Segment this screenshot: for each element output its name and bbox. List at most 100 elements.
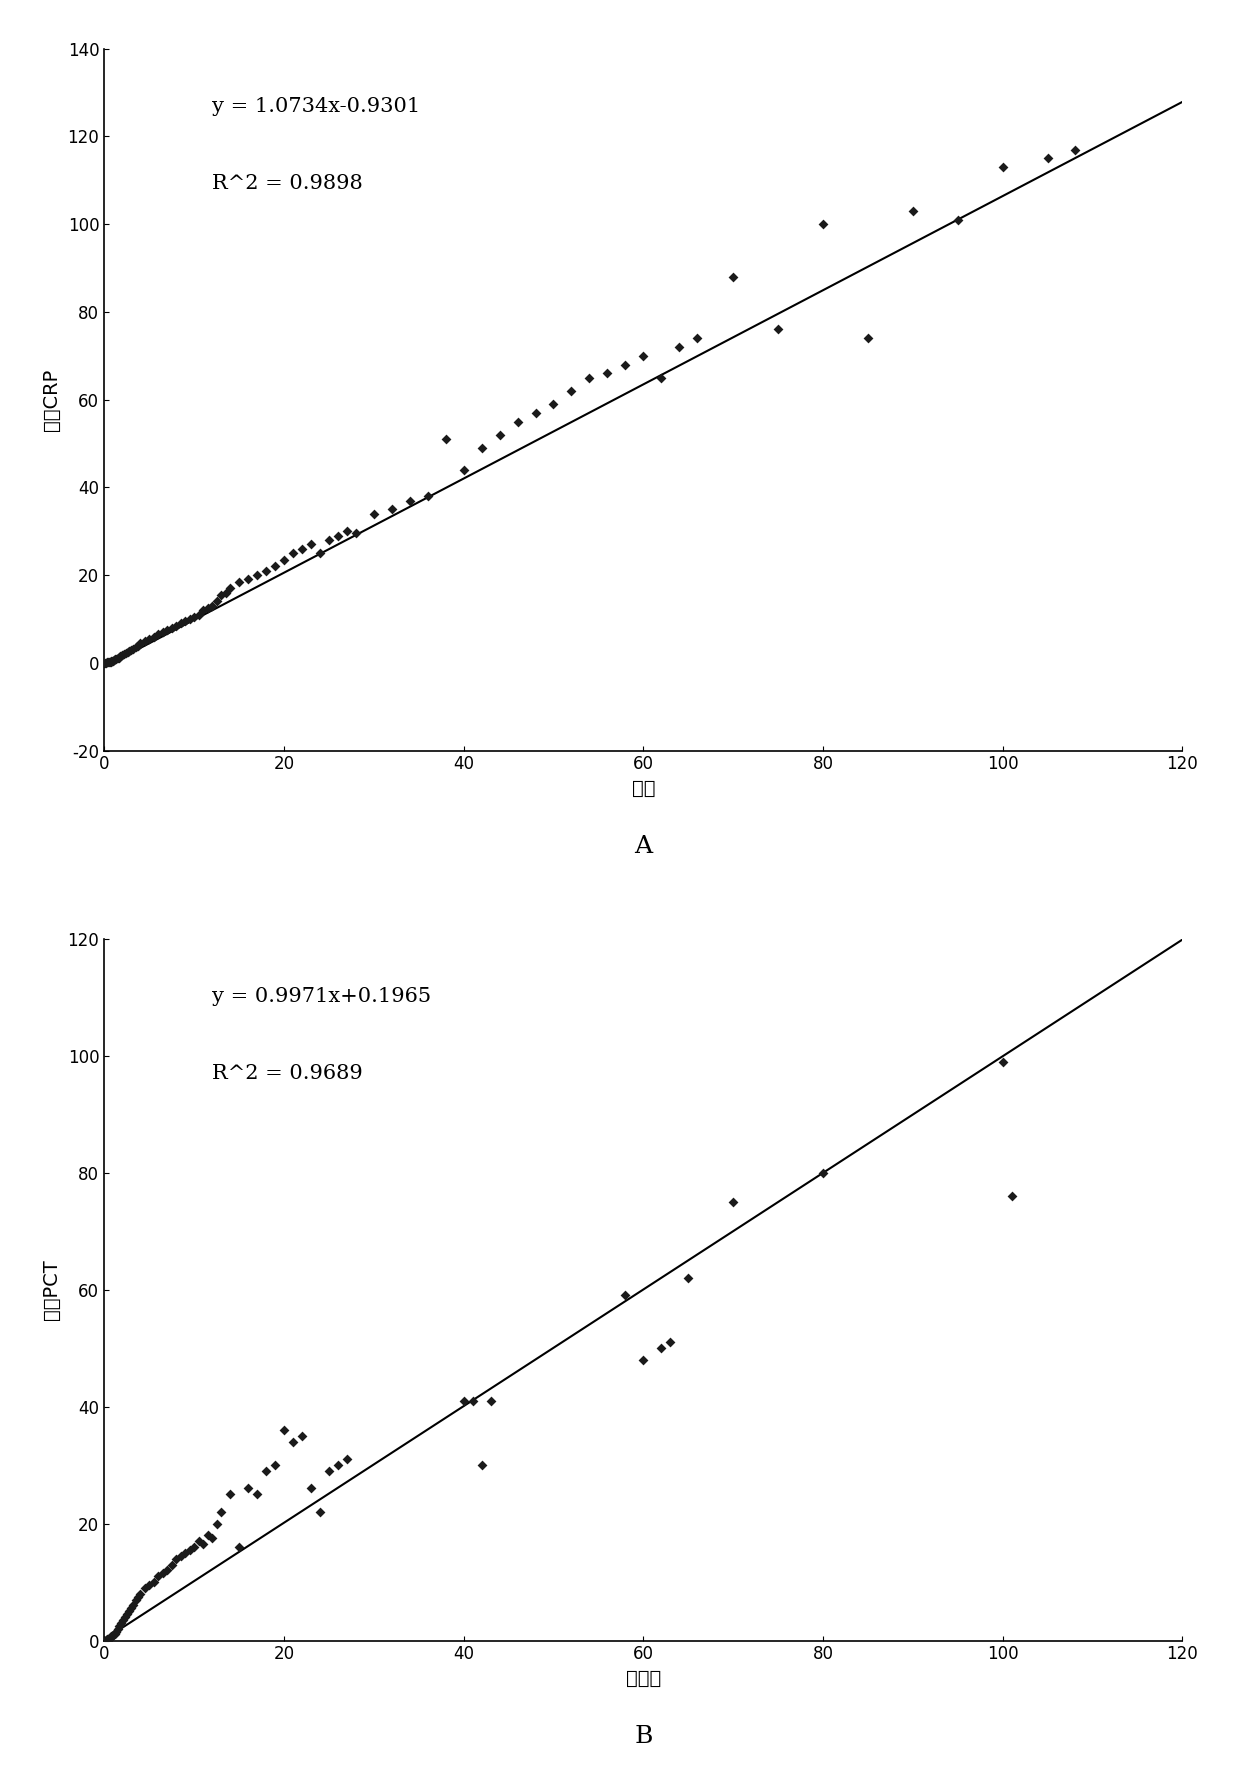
Point (238, 1474, 258, 1502)
Point (115, 1604, 135, 1632)
Point (110, 643, 130, 671)
Point (207, 587, 227, 616)
Point (117, 1600, 136, 1629)
Point (135, 627, 155, 655)
Point (634, 1346, 653, 1374)
Point (346, 520, 366, 548)
Point (634, 342, 653, 370)
Point (490, 420, 510, 449)
Point (507, 408, 527, 436)
Point (185, 1533, 205, 1561)
Point (112, 1609, 131, 1638)
Point (291, 1422, 311, 1451)
Point (615, 351, 635, 379)
Point (211, 1497, 231, 1525)
Point (95, 648, 115, 676)
Point (310, 1497, 330, 1525)
Point (481, 1387, 501, 1415)
X-axis label: 德灵: 德灵 (631, 780, 655, 797)
Point (193, 596, 213, 625)
Point (202, 1524, 222, 1552)
Point (95, 1625, 115, 1654)
Point (526, 399, 546, 427)
Point (1038, 144, 1058, 173)
Point (274, 545, 294, 573)
Point (105, 644, 125, 673)
Point (103, 1622, 123, 1650)
Point (115, 639, 135, 668)
Point (171, 1541, 191, 1570)
Point (98, 1625, 118, 1654)
Point (102, 1622, 122, 1650)
Point (301, 530, 321, 559)
Point (723, 1187, 743, 1216)
Point (130, 628, 150, 657)
Point (113, 641, 133, 669)
Point (454, 1387, 474, 1415)
Y-axis label: 二联CRP: 二联CRP (42, 368, 61, 431)
Point (229, 1533, 249, 1561)
Point (144, 1568, 164, 1597)
Point (153, 618, 172, 646)
Point (723, 262, 743, 290)
Point (903, 198, 923, 226)
Text: A: A (635, 835, 652, 858)
Point (98, 648, 118, 676)
Point (319, 525, 339, 554)
Point (947, 205, 967, 233)
Point (418, 482, 438, 511)
Y-axis label: 二联PCT: 二联PCT (42, 1258, 61, 1321)
Point (471, 434, 491, 463)
Point (139, 625, 159, 653)
Point (463, 1387, 482, 1415)
X-axis label: 梅里埃: 梅里埃 (626, 1670, 661, 1687)
Point (216, 578, 236, 607)
Point (363, 500, 383, 529)
Point (247, 561, 267, 589)
Point (130, 1579, 150, 1607)
Point (247, 1481, 267, 1509)
Point (193, 1529, 213, 1558)
Point (471, 1451, 491, 1479)
Point (687, 324, 707, 352)
Point (108, 644, 128, 673)
Point (598, 360, 618, 388)
Point (153, 1559, 172, 1588)
Point (319, 1456, 339, 1485)
Point (255, 1456, 275, 1485)
Point (858, 324, 878, 352)
Point (97, 1625, 117, 1654)
Point (166, 611, 186, 639)
Point (211, 580, 231, 609)
Point (1065, 135, 1085, 164)
Point (188, 1527, 208, 1556)
Point (118, 637, 138, 666)
Point (327, 522, 347, 550)
Text: R^2 = 0.9689: R^2 = 0.9689 (212, 1064, 363, 1082)
Point (129, 1582, 149, 1611)
Point (105, 1618, 125, 1646)
Point (197, 595, 217, 623)
Point (327, 1451, 347, 1479)
Point (543, 390, 563, 418)
Point (123, 634, 143, 662)
Point (615, 1282, 635, 1310)
Point (108, 1614, 128, 1643)
Point (283, 539, 303, 568)
Point (109, 643, 129, 671)
Point (301, 1474, 321, 1502)
Point (99, 648, 119, 676)
Point (310, 539, 330, 568)
Point (97, 648, 117, 676)
Point (119, 635, 139, 664)
Point (139, 1570, 159, 1598)
Point (651, 1333, 671, 1362)
Point (661, 1328, 681, 1356)
Point (125, 634, 145, 662)
Point (103, 646, 123, 675)
Point (197, 1522, 217, 1550)
Point (122, 1595, 141, 1623)
Point (95, 1627, 115, 1655)
Point (238, 566, 258, 595)
Point (99, 1625, 119, 1654)
